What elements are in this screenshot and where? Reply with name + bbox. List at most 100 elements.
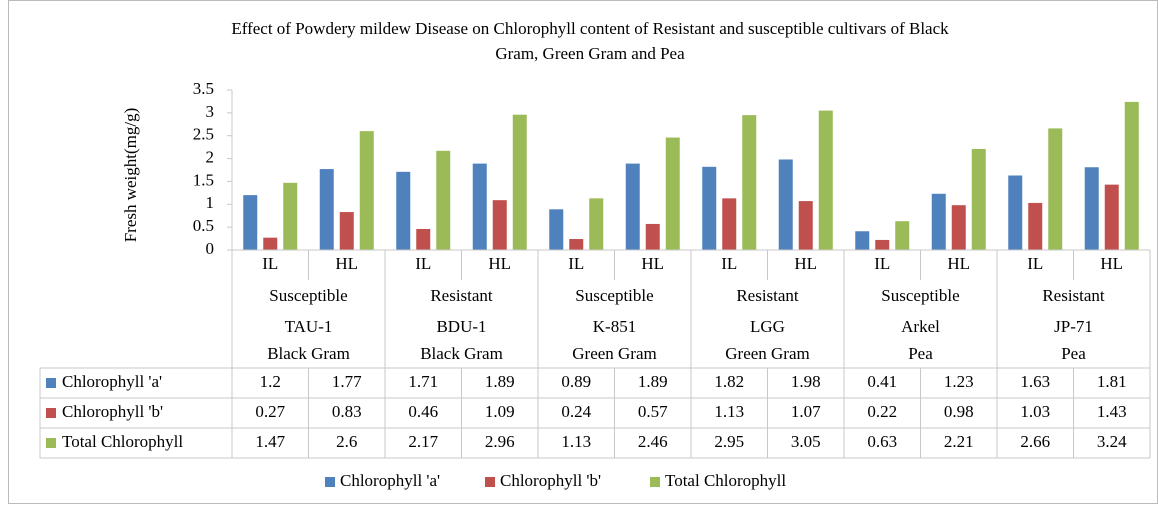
bar: [396, 171, 411, 250]
table-cell: 0.27: [255, 402, 285, 421]
table-cell: 1.09: [485, 402, 515, 421]
y-tick-label: 0: [206, 239, 215, 258]
group-label: Green Gram: [572, 344, 657, 363]
table-cell: 0.98: [944, 402, 974, 421]
y-tick-label: 2: [206, 147, 215, 166]
bar: [1104, 184, 1119, 250]
legend-swatch: [650, 477, 660, 487]
x-tick-label: IL: [415, 254, 431, 273]
table-cell: 2.17: [408, 432, 438, 451]
legend-swatch: [485, 477, 495, 487]
bar: [416, 228, 431, 250]
bar: [1084, 167, 1099, 250]
legend-key: [46, 438, 56, 448]
table-cell: 0.57: [638, 402, 668, 421]
bar: [1028, 202, 1043, 250]
bar: [951, 205, 966, 250]
row-header: Chlorophyll 'b': [62, 402, 163, 421]
legend-key: [46, 378, 56, 388]
bar: [702, 166, 717, 250]
table-cell: 2.66: [1020, 432, 1050, 451]
bar: [931, 193, 946, 250]
bar: [875, 239, 890, 250]
row-header: Chlorophyll 'a': [62, 372, 162, 391]
group-label: Resistant: [430, 286, 493, 305]
table-cell: 2.6: [336, 432, 357, 451]
x-tick-label: HL: [947, 254, 970, 273]
bar: [1048, 128, 1063, 250]
bar: [1008, 175, 1023, 250]
table-cell: 2.96: [485, 432, 515, 451]
table-cell: 1.2: [260, 372, 281, 391]
bar: [243, 195, 258, 250]
table-cell: 1.98: [791, 372, 821, 391]
y-tick-label: 1.5: [193, 170, 214, 189]
bar: [625, 163, 640, 250]
bar: [895, 221, 910, 250]
bar: [569, 239, 584, 250]
table-cell: 1.89: [485, 372, 515, 391]
y-tick-label: 1: [206, 193, 215, 212]
bar: [589, 198, 604, 250]
table-cell: 2.95: [714, 432, 744, 451]
y-tick-label: 3: [206, 102, 215, 121]
group-label: Resistant: [1042, 286, 1105, 305]
table-cell: 1.89: [638, 372, 668, 391]
table-cell: 1.71: [408, 372, 438, 391]
table-cell: 0.63: [867, 432, 897, 451]
chart-title: Effect of Powdery mildew Disease on Chlo…: [231, 19, 949, 38]
bar: [778, 159, 793, 250]
bar: [283, 182, 298, 250]
x-tick-label: HL: [794, 254, 817, 273]
bar: [512, 114, 527, 250]
group-label: Arkel: [901, 317, 940, 336]
bar: [1124, 101, 1139, 250]
table-cell: 1.77: [332, 372, 362, 391]
table-cell: 1.13: [561, 432, 591, 451]
legend-key: [46, 408, 56, 418]
table-cell: 0.22: [867, 402, 897, 421]
table-cell: 2.46: [638, 432, 668, 451]
table-cell: 0.24: [561, 402, 591, 421]
group-label: Black Gram: [267, 344, 350, 363]
group-label: LGG: [750, 317, 785, 336]
x-tick-label: IL: [874, 254, 890, 273]
y-axis-label: Fresh weight(mg/g): [121, 108, 140, 243]
bar: [722, 198, 737, 250]
group-label: Pea: [1061, 344, 1086, 363]
legend-swatch: [325, 477, 335, 487]
x-tick-label: IL: [1027, 254, 1043, 273]
table-cell: 0.41: [867, 372, 897, 391]
bar: [319, 169, 334, 250]
bar: [798, 201, 813, 250]
group-label: JP-71: [1054, 317, 1093, 336]
bar: [665, 137, 680, 250]
bar: [971, 148, 986, 250]
group-label: Resistant: [736, 286, 799, 305]
table-cell: 1.23: [944, 372, 974, 391]
group-label: Pea: [908, 344, 933, 363]
y-tick-label: 3.5: [193, 79, 214, 98]
table-cell: 1.82: [714, 372, 744, 391]
group-label: Susceptible: [575, 286, 653, 305]
legend-label: Total Chlorophyll: [665, 471, 786, 490]
legend-label: Chlorophyll 'b': [500, 471, 601, 490]
table-cell: 1.47: [255, 432, 285, 451]
row-header: Total Chlorophyll: [62, 432, 183, 451]
table-cell: 0.83: [332, 402, 362, 421]
table-cell: 0.46: [408, 402, 438, 421]
bar: [492, 200, 507, 250]
group-label: Black Gram: [420, 344, 503, 363]
bar: [436, 150, 451, 250]
table-cell: 3.05: [791, 432, 821, 451]
group-label: Green Gram: [725, 344, 810, 363]
table-cell: 1.63: [1020, 372, 1050, 391]
bar: [855, 231, 870, 250]
group-label: Susceptible: [881, 286, 959, 305]
x-tick-label: HL: [641, 254, 664, 273]
bar: [472, 163, 487, 250]
table-cell: 2.21: [944, 432, 974, 451]
group-label: BDU-1: [436, 317, 486, 336]
bar: [549, 209, 564, 250]
